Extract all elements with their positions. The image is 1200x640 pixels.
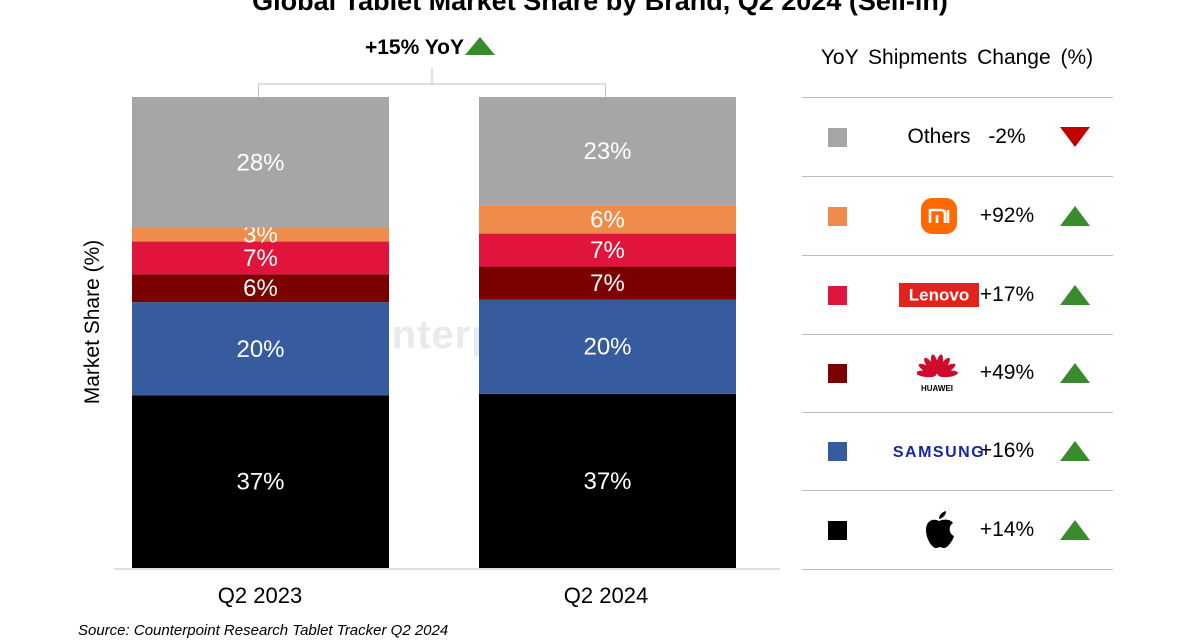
- legend-divider: [802, 334, 1113, 335]
- legend-row-apple: +14%: [802, 491, 1113, 569]
- data-label: 6%: [590, 206, 625, 233]
- legend-divider: [802, 176, 1113, 177]
- lenovo-logo-icon: Lenovo: [899, 283, 979, 307]
- up-triangle-icon: [1060, 363, 1090, 388]
- legend-change-value: +49%: [979, 361, 1035, 384]
- legend-change-value: +16%: [979, 439, 1035, 462]
- up-triangle-icon: [1060, 441, 1090, 466]
- up-triangle-icon: [1060, 206, 1090, 231]
- legend-brand: Lenovo: [864, 256, 1014, 334]
- data-label: 7%: [590, 237, 625, 264]
- legend-change-value: +14%: [979, 518, 1035, 541]
- y-axis-label: Market Share (%): [81, 239, 104, 405]
- source-note: Source: Counterpoint Research Tablet Tra…: [78, 622, 449, 639]
- legend-row-lenovo: Lenovo +17%: [802, 256, 1113, 334]
- legend-brand-name: Others: [907, 125, 971, 148]
- data-label: 20%: [583, 334, 631, 361]
- bar-segment-xiaomi: [479, 205, 736, 234]
- data-label: 7%: [243, 245, 278, 272]
- bar-segment-xiaomi: [132, 227, 389, 242]
- legend-change-value: +17%: [979, 283, 1035, 306]
- legend-change-value: +92%: [979, 204, 1035, 227]
- yoy-total-annotation: +15% YoY: [330, 36, 530, 60]
- bar-segment-lenovo: [132, 241, 389, 275]
- bar-segment-apple: [132, 395, 389, 568]
- legend-swatch: [828, 364, 847, 383]
- legend-brand: SAMSUNG: [864, 412, 1014, 490]
- up-triangle-icon: [465, 37, 496, 55]
- bar-segment-samsung: [132, 302, 389, 396]
- legend-divider: [802, 490, 1113, 491]
- legend-swatch: [828, 521, 847, 540]
- svg-text:Lenovo: Lenovo: [909, 286, 969, 305]
- data-label: 7%: [590, 270, 625, 297]
- legend-swatch: [828, 286, 847, 305]
- samsung-logo-icon: SAMSUNG: [893, 444, 985, 461]
- bar-segment-others: [479, 97, 736, 206]
- yoy-connector: [258, 83, 606, 97]
- down-triangle-icon: [1060, 127, 1090, 152]
- legend-row-samsung: SAMSUNG +16%: [802, 412, 1113, 490]
- legend-swatch: [828, 442, 847, 461]
- data-label: 23%: [583, 138, 631, 165]
- chart-title: Global Tablet Market Share by Brand, Q2 …: [252, 0, 948, 16]
- data-label: 37%: [236, 469, 284, 496]
- bar-segment-huawei: [132, 274, 389, 303]
- data-label: 37%: [583, 468, 631, 495]
- legend-brand: HUAWEI: [864, 334, 1014, 412]
- legend-change-value: -2%: [988, 125, 1026, 148]
- legend-brand: Others: [864, 98, 1014, 176]
- legend-row-xiaomi: +92%: [802, 177, 1113, 255]
- svg-text:SAMSUNG: SAMSUNG: [893, 444, 985, 461]
- legend-divider: [802, 255, 1113, 256]
- legend-brand: [864, 177, 1014, 255]
- apple-logo-icon: [926, 511, 954, 548]
- x-tick-label: Q2 2023: [217, 583, 303, 608]
- data-label: 28%: [236, 149, 284, 176]
- up-triangle-icon: [1060, 520, 1090, 545]
- x-tick-label: Q2 2024: [563, 583, 649, 608]
- bar-segment-samsung: [479, 299, 736, 394]
- xiaomi-logo-icon: [921, 198, 957, 234]
- yoy-total-label: +15% YoY: [364, 36, 465, 59]
- legend-row-huawei: HUAWEI +49%: [802, 334, 1113, 412]
- legend-swatch: [828, 128, 847, 147]
- data-label: 20%: [236, 336, 284, 363]
- legend-row-others: Others -2%: [802, 98, 1113, 176]
- bar-segment-lenovo: [479, 233, 736, 267]
- huawei-logo-text: HUAWEI: [921, 384, 953, 393]
- data-label: 6%: [243, 275, 278, 302]
- up-triangle-icon: [1060, 285, 1090, 310]
- legend-divider: [802, 569, 1113, 570]
- legend-brand: [864, 491, 1014, 569]
- huawei-logo-icon: HUAWEI: [917, 354, 958, 393]
- legend-divider: [802, 412, 1113, 413]
- legend-divider: [802, 97, 1113, 98]
- legend-heading: YoY Shipments Change (%): [820, 46, 1094, 69]
- legend-swatch: [828, 207, 847, 226]
- bar-segment-others: [132, 97, 389, 228]
- bar-segment-apple: [479, 393, 736, 568]
- bar-segment-huawei: [479, 266, 736, 300]
